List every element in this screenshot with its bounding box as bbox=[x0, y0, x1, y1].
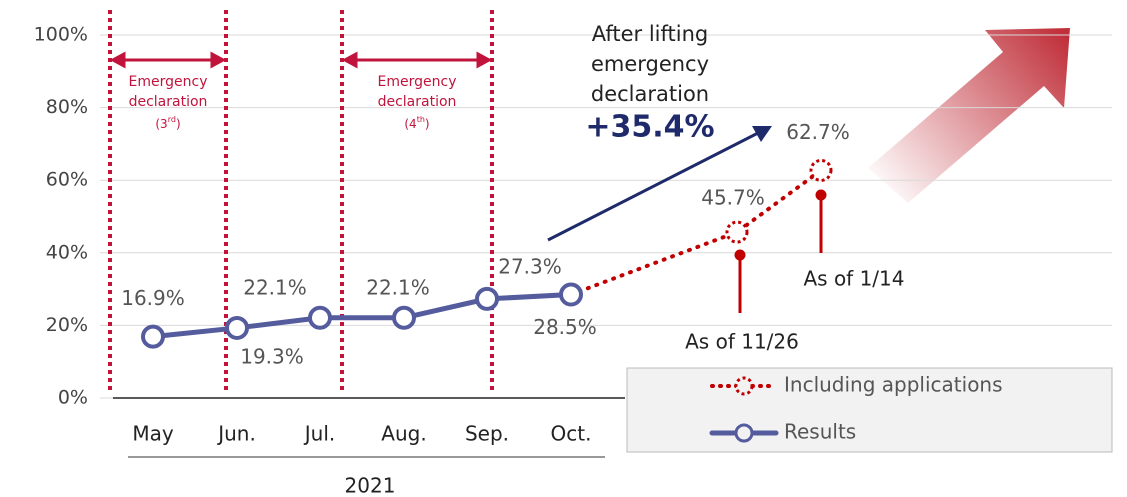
period-ordinal-part: rd bbox=[168, 115, 176, 124]
legend-box bbox=[626, 367, 1113, 453]
value-label: 27.3% bbox=[498, 254, 562, 278]
y-tick-label: 40% bbox=[46, 241, 88, 263]
value-label: 62.7% bbox=[786, 120, 850, 144]
data-point bbox=[725, 220, 749, 244]
value-label: 22.1% bbox=[243, 275, 307, 299]
trend-arrow bbox=[868, 28, 1070, 203]
period-ordinal: (3rd) bbox=[155, 115, 180, 131]
y-tick-label: 20% bbox=[46, 314, 88, 336]
period-ordinal: (4th) bbox=[404, 115, 429, 131]
x-group-label: 2021 bbox=[345, 474, 396, 497]
legend-marker bbox=[734, 423, 754, 443]
x-tick-label: Jun. bbox=[216, 422, 256, 446]
period-label: declaration bbox=[378, 94, 457, 110]
value-label: 45.7% bbox=[701, 186, 765, 210]
annotation-change: +35.4% bbox=[585, 110, 714, 145]
series-line bbox=[569, 168, 823, 297]
data-point bbox=[141, 324, 165, 349]
legend-marker bbox=[734, 376, 754, 396]
data-point bbox=[475, 286, 499, 311]
x-tick-label: May bbox=[132, 422, 174, 446]
growth-arrow bbox=[547, 126, 772, 242]
data-point bbox=[809, 158, 833, 182]
period-ordinal-part: (4 bbox=[404, 117, 416, 131]
x-tick-label: Jul. bbox=[303, 422, 336, 446]
y-tick-label: 100% bbox=[34, 24, 88, 46]
y-tick-label: 0% bbox=[58, 387, 88, 409]
legend-label: Results bbox=[784, 420, 856, 444]
period-label: Emergency bbox=[378, 74, 457, 90]
x-tick-label: Aug. bbox=[381, 422, 426, 446]
data-point bbox=[225, 315, 249, 340]
series-line bbox=[150, 292, 574, 340]
point-note: As of 1/14 bbox=[803, 267, 904, 291]
annotation-line: declaration bbox=[591, 82, 709, 106]
period-ordinal-part: th bbox=[417, 115, 425, 124]
period-label: Emergency bbox=[129, 74, 208, 90]
period-ordinal-part: ) bbox=[176, 117, 181, 131]
value-label: 16.9% bbox=[121, 286, 185, 310]
note-markers bbox=[734, 189, 827, 313]
y-tick-label: 80% bbox=[46, 96, 88, 118]
value-label: 28.5% bbox=[533, 315, 597, 339]
annotation-line: After lifting bbox=[592, 22, 709, 46]
legend-label: Including applications bbox=[784, 373, 1003, 397]
x-tick-label: Oct. bbox=[551, 422, 592, 446]
point-note: As of 11/26 bbox=[685, 330, 799, 354]
annotation-line: emergency bbox=[591, 52, 709, 76]
x-tick-label: Sep. bbox=[465, 422, 509, 446]
value-label: 19.3% bbox=[240, 344, 304, 368]
value-label: 22.1% bbox=[366, 275, 430, 299]
data-point bbox=[559, 282, 583, 307]
period-label: declaration bbox=[129, 94, 208, 110]
data-point bbox=[308, 305, 332, 330]
y-tick-label: 60% bbox=[46, 169, 88, 191]
data-point bbox=[392, 305, 416, 330]
period-ordinal-part: ) bbox=[425, 117, 430, 131]
period-ordinal-part: (3 bbox=[155, 117, 167, 131]
period-arrows bbox=[109, 51, 493, 69]
